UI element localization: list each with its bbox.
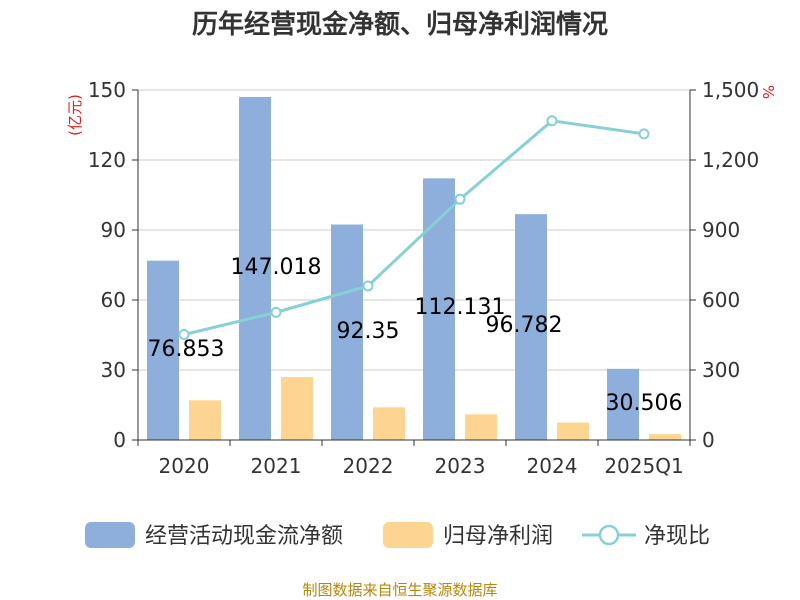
left-axis-tick-label: 120 xyxy=(88,148,126,172)
source-note: 制图数据来自恒生聚源数据库 xyxy=(302,581,497,599)
legend-marker-ratio xyxy=(598,524,620,546)
x-axis-tick-label: 2020 xyxy=(159,454,210,478)
legend-label-ratio: 净现比 xyxy=(644,524,710,549)
data-label: 96.782 xyxy=(486,313,563,338)
bar-net-profit xyxy=(189,400,221,440)
bar-net-profit xyxy=(281,377,313,440)
bar-operating-cash-flow xyxy=(331,224,363,440)
left-axis-tick-label: 30 xyxy=(101,358,126,382)
x-axis-tick-label: 2021 xyxy=(251,454,302,478)
right-axis-tick-label: 1,200 xyxy=(702,148,759,172)
left-axis-tick-label: 60 xyxy=(101,288,126,312)
left-axis-tick-label: 90 xyxy=(101,218,126,242)
bar-operating-cash-flow xyxy=(607,368,639,440)
x-axis-tick-label: 2024 xyxy=(527,454,578,478)
chart-title: 历年经营现金净额、归母净利润情况 xyxy=(192,9,608,40)
x-axis-tick-label: 2022 xyxy=(343,454,394,478)
right-axis-tick-label: 0 xyxy=(702,428,715,452)
right-axis-tick-label: 300 xyxy=(702,358,740,382)
legend-label-operating-cash-flow: 经营活动现金流净额 xyxy=(145,524,343,549)
axes: 0 30 60 90 120 150 0 300 600 900 1,200 1,500 2020 202… xyxy=(88,78,759,478)
bar-net-profit xyxy=(557,422,589,440)
ratio-point xyxy=(546,115,558,127)
data-label: 92.35 xyxy=(337,319,400,344)
grid-lines xyxy=(138,89,690,371)
x-axis-tick-label: 2023 xyxy=(435,454,486,478)
ratio-line-path xyxy=(183,119,645,336)
right-axis-tick-label: 1,500 xyxy=(702,78,759,102)
data-label: 30.506 xyxy=(606,391,683,416)
bar-operating-cash-flow xyxy=(147,260,179,440)
legend-swatch-net-profit xyxy=(383,522,433,548)
bars xyxy=(147,96,681,440)
legend: 经营活动现金流净额 归母净利润 净现比 xyxy=(85,522,710,549)
ratio-point xyxy=(638,128,650,140)
bar-operating-cash-flow xyxy=(239,96,271,440)
ratio-point xyxy=(362,280,374,292)
x-axis-tick-label: 2025Q1 xyxy=(604,454,683,478)
data-label: 112.131 xyxy=(415,295,506,320)
legend-swatch-operating-cash-flow xyxy=(85,522,135,548)
ratio-point xyxy=(454,193,466,205)
right-axis-unit: % xyxy=(759,85,777,99)
bar-net-profit xyxy=(649,434,681,440)
left-axis-tick-label: 150 xyxy=(88,78,126,102)
right-axis-tick-label: 600 xyxy=(702,288,740,312)
left-axis-tick-label: 0 xyxy=(113,428,126,452)
ratio-point xyxy=(270,306,282,318)
bar-operating-cash-flow xyxy=(423,178,455,440)
bar-net-profit xyxy=(373,407,405,440)
legend-label-net-profit: 归母净利润 xyxy=(443,524,553,549)
ratio-line xyxy=(178,115,650,341)
bar-operating-cash-flow xyxy=(515,214,547,440)
ratio-point xyxy=(178,329,190,341)
bar-net-profit xyxy=(465,414,497,440)
data-label: 76.853 xyxy=(148,337,225,362)
data-label: 147.018 xyxy=(231,255,322,280)
right-axis-tick-label: 900 xyxy=(702,218,740,242)
left-axis-unit: (亿元) xyxy=(66,94,84,136)
